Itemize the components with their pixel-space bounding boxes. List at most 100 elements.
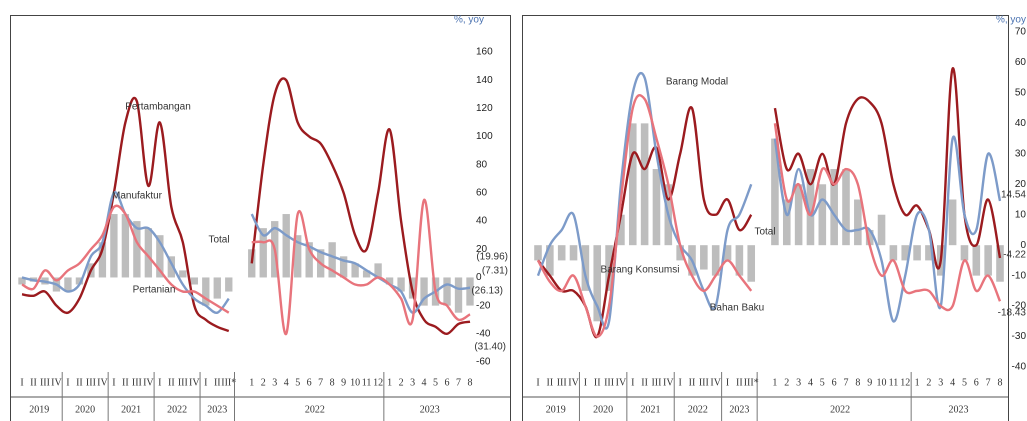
x-tick-label: 2 <box>261 377 266 388</box>
bar <box>64 277 72 292</box>
bar <box>133 221 141 278</box>
line <box>773 67 1002 270</box>
x-tick-label: 7 <box>456 377 461 388</box>
bar <box>984 245 992 276</box>
x-tick-label: 2 <box>784 377 789 388</box>
value-label: (19.96) <box>476 252 508 263</box>
x-tick-label: III* <box>221 377 236 388</box>
y-tick-label: 40 <box>476 216 488 227</box>
x-tick-label: 5 <box>433 377 438 388</box>
x-tick-label: 8 <box>330 377 335 388</box>
x-tick-label: IV <box>616 377 627 388</box>
x-tick-label: 1 <box>387 377 392 388</box>
x-tick-label: 12 <box>373 377 383 388</box>
bar <box>362 270 371 278</box>
y-tick-label: -40 <box>1012 362 1027 373</box>
x-group-label: 2021 <box>641 404 661 415</box>
bar <box>747 245 756 282</box>
bar <box>842 169 850 246</box>
line <box>536 94 753 338</box>
x-tick-label: II <box>594 377 601 388</box>
bar <box>593 245 602 322</box>
x-tick-label: 4 <box>808 377 813 388</box>
x-tick-label: IV <box>143 377 154 388</box>
value-label: (31.40) <box>474 342 506 353</box>
bar <box>617 214 625 246</box>
line <box>773 123 1002 312</box>
bar <box>225 277 233 292</box>
bar <box>605 245 613 291</box>
value-label: (26.13) <box>471 286 503 297</box>
x-tick-label: 11 <box>889 377 899 388</box>
x-group-label: 2019 <box>546 404 566 415</box>
x-tick-label: 10 <box>350 377 360 388</box>
y-tick-label: 40 <box>1015 118 1027 129</box>
x-tick-label: 1 <box>772 377 777 388</box>
bar <box>546 245 554 276</box>
x-tick-label: II <box>76 377 83 388</box>
bar <box>385 277 394 285</box>
x-tick-label: III <box>86 377 96 388</box>
y-tick-label: -60 <box>476 357 491 368</box>
x-tick-label: 5 <box>295 377 300 388</box>
bar <box>676 245 684 261</box>
line <box>250 77 471 336</box>
x-tick-label: I <box>584 377 587 388</box>
x-tick-label: IV <box>663 377 674 388</box>
bar <box>167 256 176 278</box>
bar <box>913 245 921 261</box>
x-tick-label: I <box>631 377 634 388</box>
line <box>537 106 753 339</box>
x-group-label: 2022 <box>305 404 325 415</box>
x-group-label: 2023 <box>207 404 227 415</box>
panel-border <box>10 15 511 421</box>
series-label: Pertanian <box>133 285 176 296</box>
bar <box>110 214 118 278</box>
bar <box>282 214 290 278</box>
x-tick-label: IV <box>97 377 108 388</box>
line <box>251 198 471 336</box>
bar <box>202 277 210 306</box>
x-tick-label: II <box>214 377 221 388</box>
bar <box>628 123 637 246</box>
x-group-label: 2023 <box>420 404 440 415</box>
x-tick-label: II <box>547 377 554 388</box>
y-tick-label: 60 <box>1015 57 1027 68</box>
x-tick-label: I <box>20 377 23 388</box>
bar <box>972 245 981 276</box>
bar <box>901 245 910 261</box>
x-tick-label: II <box>168 377 175 388</box>
x-tick-label: I <box>726 377 729 388</box>
x-tick-label: 3 <box>938 377 943 388</box>
x-tick-label: II <box>641 377 648 388</box>
x-tick-label: I <box>678 377 681 388</box>
x-tick-label: I <box>158 377 161 388</box>
x-tick-label: 9 <box>867 377 872 388</box>
y-tick-label: 60 <box>476 188 488 199</box>
y-tick-label: -10 <box>1012 270 1027 281</box>
bar <box>711 245 720 276</box>
x-tick-label: III* <box>744 377 759 388</box>
x-tick-label: II <box>689 377 696 388</box>
bar <box>723 245 732 261</box>
bar <box>259 228 267 278</box>
bar <box>865 229 874 246</box>
x-tick-label: 6 <box>832 377 837 388</box>
x-tick-label: III <box>132 377 142 388</box>
series-label: Total <box>208 235 229 246</box>
x-tick-label: III <box>40 377 50 388</box>
bar <box>144 228 153 278</box>
y-tick-label: -40 <box>476 328 491 339</box>
series-label: Bahan Baku <box>710 303 765 314</box>
y-tick-label: 20 <box>476 244 488 255</box>
bar <box>960 245 969 261</box>
x-tick-label: II <box>30 377 37 388</box>
panel-border <box>522 15 1009 421</box>
bar <box>339 256 348 278</box>
x-tick-label: 4 <box>284 377 289 388</box>
x-tick-label: IV <box>710 377 721 388</box>
bar <box>420 277 428 306</box>
bar <box>213 277 221 299</box>
x-tick-label: III <box>651 377 661 388</box>
bar <box>294 235 302 278</box>
